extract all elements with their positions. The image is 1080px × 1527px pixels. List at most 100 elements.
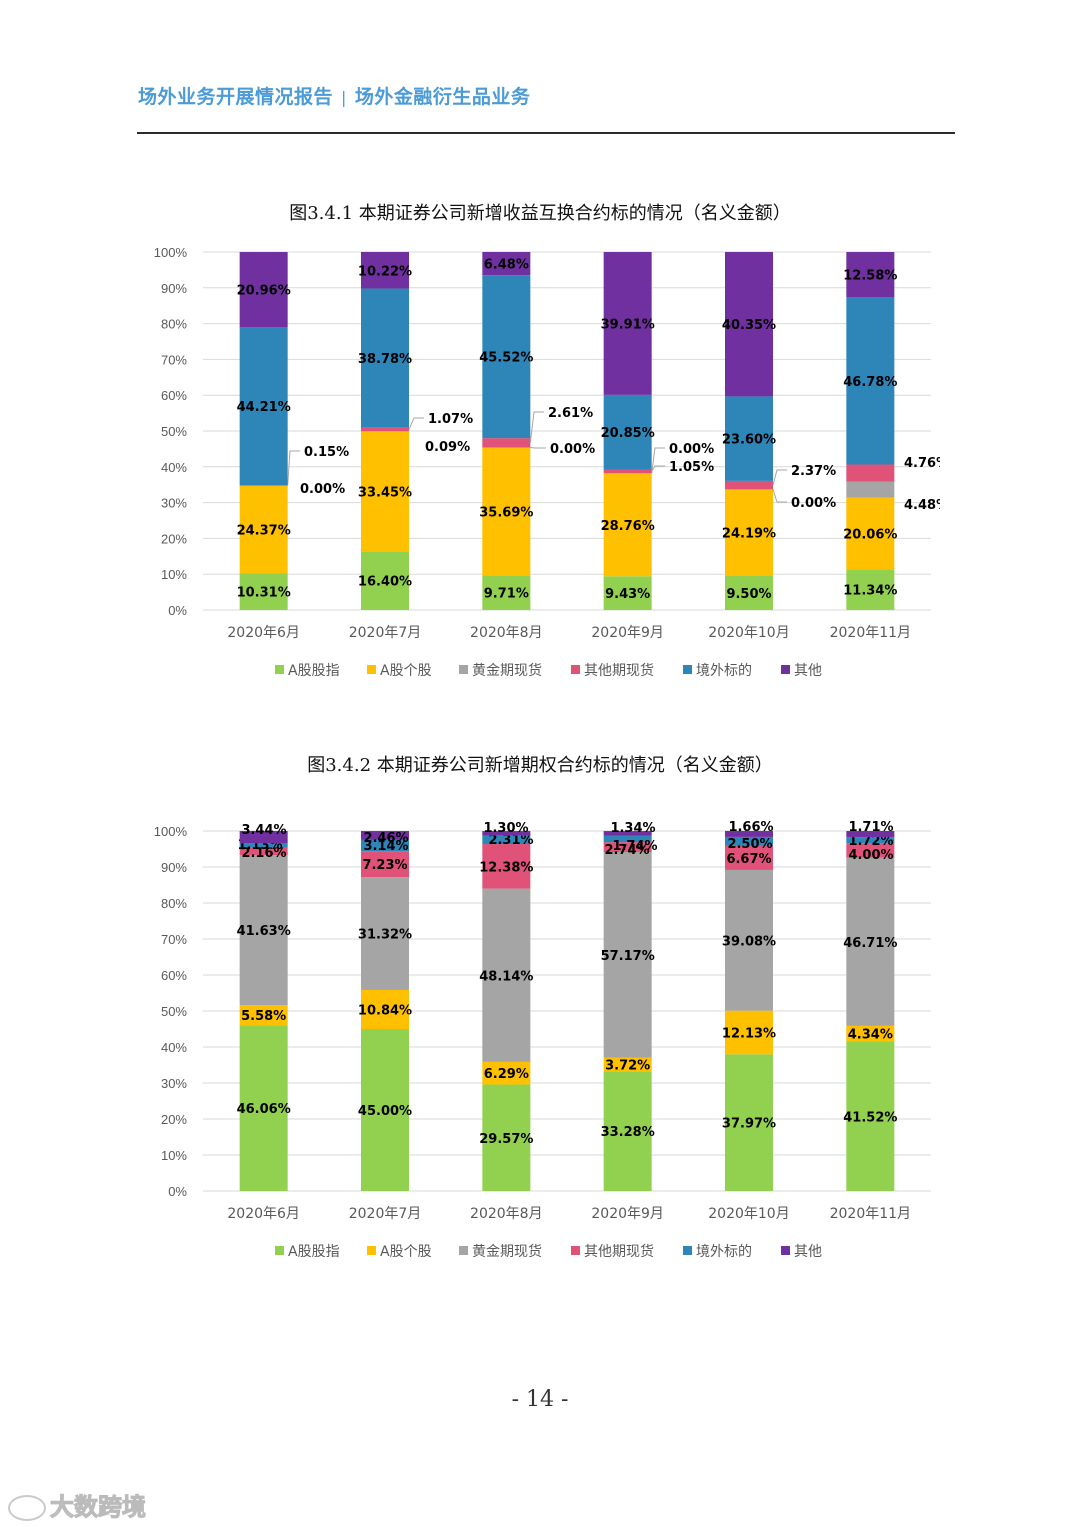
data-label: 4.00% <box>848 848 893 863</box>
bar-segment <box>603 835 652 843</box>
bar-segment <box>239 252 288 328</box>
x-tick-label: 2020年9月 <box>591 1206 664 1222</box>
legend-swatch <box>459 665 468 674</box>
y-tick-label: 30% <box>161 496 187 511</box>
data-label: 41.63% <box>237 924 291 939</box>
bar-segment <box>725 830 773 837</box>
watermark-logo-icon <box>8 1495 46 1521</box>
y-tick-label: 100% <box>154 245 188 260</box>
legend-swatch <box>683 665 692 674</box>
bar-segment <box>239 831 288 844</box>
y-tick-label: 50% <box>161 424 187 439</box>
legend-label: 境外标的 <box>696 663 752 679</box>
bar-segment <box>482 844 531 889</box>
data-label: 12.58% <box>843 269 897 284</box>
bar-segment <box>725 836 773 846</box>
data-label: 20.06% <box>843 527 897 542</box>
data-label: 7.23% <box>362 858 407 873</box>
data-label: 6.67% <box>726 852 771 867</box>
data-label: 9.71% <box>484 587 529 602</box>
data-label: 23.60% <box>722 433 776 448</box>
bar-segment <box>482 835 531 845</box>
bar-segment <box>482 1061 531 1085</box>
page-number: - 14 - <box>511 1387 569 1412</box>
data-label: 5.58% <box>241 1009 286 1024</box>
leader-line <box>408 417 424 430</box>
x-tick-label: 2020年11月 <box>830 625 911 641</box>
legend-label: A股股指 <box>288 1244 340 1260</box>
legend-label: 境外标的 <box>696 1244 752 1260</box>
legend-swatch <box>571 665 580 674</box>
bar-segment <box>846 297 895 465</box>
x-tick-label: 2020年10月 <box>708 1206 789 1222</box>
legend-swatch <box>275 1246 284 1255</box>
report-header: 场外业务开展情况报告 | 场外金融衍生品业务 <box>138 82 530 109</box>
leader-line <box>651 465 665 472</box>
bar-segment <box>239 847 288 856</box>
y-tick-label: 40% <box>161 460 187 475</box>
y-tick-label: 90% <box>161 860 187 875</box>
legend-label: 其他期现货 <box>584 662 654 679</box>
chart1-stacked-bar: 0% 10% 20% 30% 40% 50% 60% 70% 80% 90% 100% 10.31% 2… <box>154 245 940 679</box>
data-label: 2.50% <box>727 837 772 852</box>
legend-label: 其他 <box>794 663 822 679</box>
bar-segment <box>482 575 531 610</box>
legend-label: A股个股 <box>380 1244 432 1260</box>
y-tick-label: 0% <box>168 603 187 618</box>
data-label: 6.29% <box>484 1067 529 1082</box>
y-tick-label: 100% <box>154 824 188 839</box>
data-label: 48.14% <box>479 969 533 984</box>
bar-segment <box>361 288 409 428</box>
bar-segment <box>361 551 409 610</box>
data-label: 1.30% <box>483 821 528 836</box>
data-label: 1.72% <box>848 834 893 849</box>
bar-segment <box>482 888 531 1062</box>
y-tick-label: 20% <box>161 531 187 546</box>
data-label: 0.00% <box>791 496 836 511</box>
data-label: 2.16% <box>241 846 286 861</box>
bar-segment <box>725 1054 773 1191</box>
data-label: 45.52% <box>479 351 533 366</box>
bar-segment <box>361 877 409 990</box>
bar-segment <box>846 1025 895 1042</box>
y-tick-label: 80% <box>161 896 187 911</box>
x-tick-label: 2020年9月 <box>591 625 664 641</box>
leader-line <box>529 411 544 443</box>
bar-segment <box>482 275 531 439</box>
bar-segment <box>603 394 652 470</box>
x-tick-label: 2020年6月 <box>227 1206 300 1222</box>
y-tick-label: 60% <box>161 388 187 403</box>
x-tick-label: 2020年8月 <box>470 1206 543 1222</box>
y-tick-label: 70% <box>161 352 187 367</box>
bar-segment <box>725 396 773 481</box>
bar-segment <box>482 438 531 448</box>
y-tick-label: 30% <box>161 1076 187 1091</box>
bar-segment <box>603 469 652 474</box>
data-label: 4.34% <box>848 1028 893 1043</box>
data-label: 1.74% <box>612 839 657 854</box>
data-label: 41.52% <box>843 1110 897 1125</box>
data-label: 2.46% <box>363 831 408 846</box>
leader-line <box>287 450 300 486</box>
data-label: 33.28% <box>601 1125 655 1140</box>
y-tick-label: 10% <box>161 567 187 582</box>
legend-swatch <box>781 665 790 674</box>
y-tick-label: 90% <box>161 281 187 296</box>
bar-segment <box>239 573 288 610</box>
x-tick-label: 2020年7月 <box>349 1206 422 1222</box>
data-label: 38.78% <box>358 352 412 367</box>
bar-segment <box>361 839 409 852</box>
data-label: 2.37% <box>791 464 836 479</box>
bar-segment <box>846 481 895 498</box>
data-label: 3.44% <box>241 823 286 838</box>
chart2-stacked-bar: 0% 10% 20% 30% 40% 50% 60% 70% 80% 90% 100% 46.06% 5… <box>154 820 931 1260</box>
data-label: 1.07% <box>428 412 473 427</box>
data-label: 10.22% <box>358 264 412 279</box>
bar-segment <box>725 575 773 610</box>
bar-segment <box>361 427 409 432</box>
legend-swatch <box>781 1246 790 1255</box>
bar-segment <box>361 989 409 1029</box>
data-label: 2.61% <box>548 406 593 421</box>
header-report-title: 场外业务开展情况报告 <box>138 86 334 108</box>
data-label: 24.19% <box>722 527 776 542</box>
